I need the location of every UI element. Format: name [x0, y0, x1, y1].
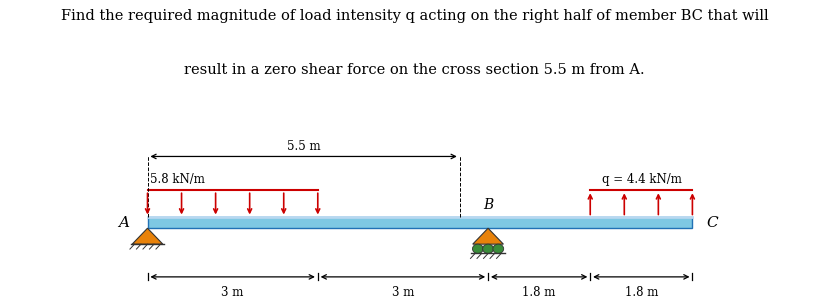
Polygon shape — [472, 228, 503, 244]
Circle shape — [482, 244, 493, 254]
Bar — [147, 217, 691, 228]
Polygon shape — [132, 228, 162, 244]
Text: result in a zero shear force on the cross section 5.5 m from A.: result in a zero shear force on the cros… — [184, 63, 644, 77]
Text: 1.8 m: 1.8 m — [623, 286, 657, 299]
Text: Find the required magnitude of load intensity q acting on the right half of memb: Find the required magnitude of load inte… — [60, 9, 768, 23]
Text: 5.5 m: 5.5 m — [286, 140, 320, 153]
Text: B: B — [483, 198, 493, 211]
Text: C: C — [705, 216, 717, 230]
Text: q = 4.4 kN/m: q = 4.4 kN/m — [601, 173, 681, 187]
Text: 1.8 m: 1.8 m — [522, 286, 555, 299]
Text: 3 m: 3 m — [221, 286, 243, 299]
Text: A: A — [118, 216, 129, 230]
Circle shape — [493, 244, 503, 254]
Text: 5.8 kN/m: 5.8 kN/m — [150, 173, 205, 187]
Circle shape — [472, 244, 483, 254]
Text: 3 m: 3 m — [392, 286, 414, 299]
